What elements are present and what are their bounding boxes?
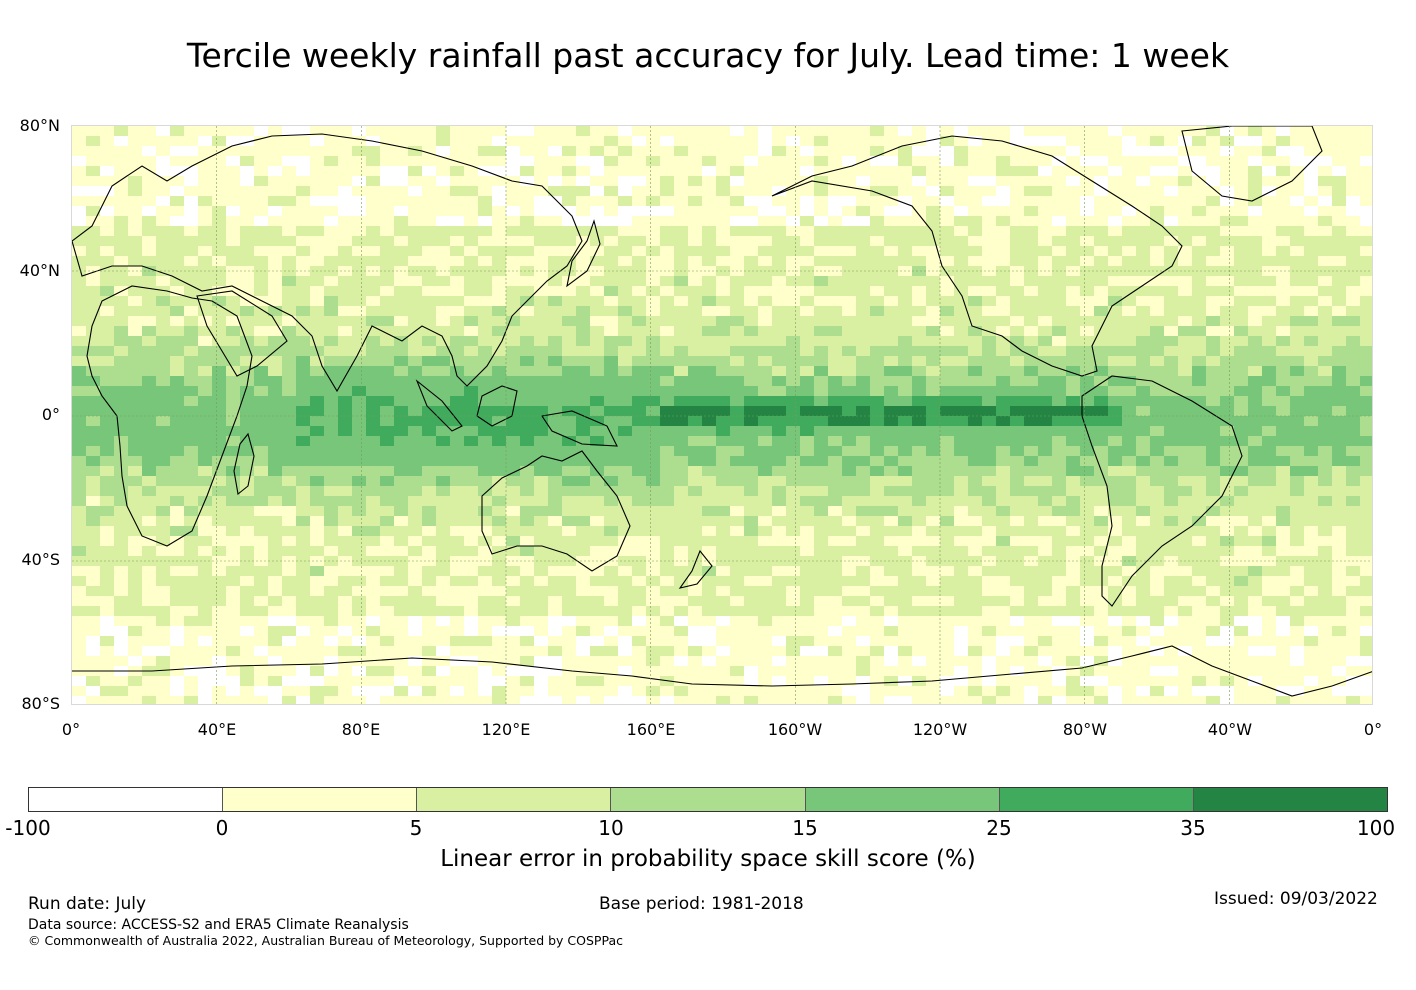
copyright: © Commonwealth of Australia 2022, Austra… <box>28 933 623 948</box>
coast-japan <box>566 219 601 288</box>
lon-label-40e: 40°E <box>197 720 237 739</box>
lon-label-120w: 120°W <box>912 720 968 739</box>
run-date: Run date: July <box>28 894 147 914</box>
colorbar-segment <box>999 788 1194 811</box>
lat-label-40n: 40°N <box>19 261 60 280</box>
colorbar-tick: -100 <box>5 816 51 840</box>
colorbar-segment <box>611 788 806 811</box>
colorbar-tick: 0 <box>215 816 229 840</box>
skill-raster <box>72 126 1372 704</box>
coast-madagascar <box>233 432 255 496</box>
coast-australia <box>481 450 631 572</box>
lon-label-80e: 80°E <box>341 720 381 739</box>
colorbar-tick: 100 <box>1356 816 1396 840</box>
coast-africa <box>86 285 253 547</box>
lat-label-0: 0° <box>41 405 60 424</box>
colorbar-segment <box>29 788 224 811</box>
coast-eurasia <box>72 133 583 393</box>
lon-label-160e: 160°E <box>626 720 676 739</box>
lon-label-120e: 120°E <box>481 720 531 739</box>
map-canvas <box>72 126 1372 704</box>
colorbar-segment <box>1193 788 1387 811</box>
lon-label-40w: 40°W <box>1207 720 1253 739</box>
coast-arabia <box>196 290 288 377</box>
lon-label-80w: 80°W <box>1062 720 1108 739</box>
coast-sumatra <box>415 379 463 432</box>
colorbar-segment <box>805 788 1000 811</box>
skill-score-map <box>71 125 1373 705</box>
coast-northamerica <box>771 135 1183 377</box>
coast-newguinea <box>541 410 618 447</box>
colorbar-tick: 25 <box>986 816 1012 840</box>
coast-newzealand <box>678 549 713 589</box>
lat-label-80s: 80°S <box>21 694 60 713</box>
lat-label-80n: 80°N <box>19 116 60 135</box>
colorbar-label: Linear error in probability space skill … <box>440 846 976 872</box>
lon-label-160w: 160°W <box>767 720 823 739</box>
colorbar <box>28 787 1388 812</box>
colorbar-tick: 5 <box>409 816 423 840</box>
coast-southamerica <box>1081 375 1243 607</box>
issued-date: Issued: 09/03/2022 <box>1214 889 1378 909</box>
graticule <box>72 126 1372 704</box>
colorbar-segment <box>223 788 418 811</box>
map-title: Tercile weekly rainfall past accuracy fo… <box>186 36 1230 75</box>
coastlines <box>72 126 1372 697</box>
colorbar-tick: 15 <box>792 816 818 840</box>
colorbar-tick: 10 <box>598 816 624 840</box>
lon-label-0-east: 0° <box>1363 720 1383 739</box>
data-source: Data source: ACCESS-S2 and ERA5 Climate … <box>28 917 409 933</box>
coast-greenland <box>1181 126 1323 202</box>
coast-antarctica <box>72 645 1372 697</box>
colorbar-segment <box>417 788 612 811</box>
colorbar-tick: 35 <box>1180 816 1206 840</box>
lat-label-40s: 40°S <box>21 550 60 569</box>
lon-label-0: 0° <box>61 720 81 739</box>
base-period: Base period: 1981-2018 <box>599 894 804 914</box>
